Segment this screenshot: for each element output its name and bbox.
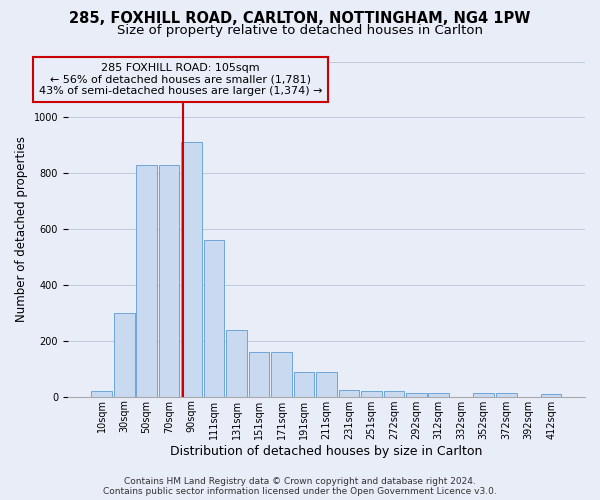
Bar bbox=[428, 394, 449, 396]
Bar bbox=[91, 391, 112, 396]
Bar bbox=[226, 330, 247, 396]
Text: 285 FOXHILL ROAD: 105sqm
← 56% of detached houses are smaller (1,781)
43% of sem: 285 FOXHILL ROAD: 105sqm ← 56% of detach… bbox=[38, 63, 322, 96]
Text: Size of property relative to detached houses in Carlton: Size of property relative to detached ho… bbox=[117, 24, 483, 37]
Bar bbox=[338, 390, 359, 396]
Text: 285, FOXHILL ROAD, CARLTON, NOTTINGHAM, NG4 1PW: 285, FOXHILL ROAD, CARLTON, NOTTINGHAM, … bbox=[70, 11, 530, 26]
X-axis label: Distribution of detached houses by size in Carlton: Distribution of detached houses by size … bbox=[170, 444, 482, 458]
Y-axis label: Number of detached properties: Number of detached properties bbox=[15, 136, 28, 322]
Bar bbox=[496, 394, 517, 396]
Bar bbox=[204, 240, 224, 396]
Bar bbox=[316, 372, 337, 396]
Bar bbox=[383, 391, 404, 396]
Bar bbox=[159, 165, 179, 396]
Bar bbox=[271, 352, 292, 397]
Bar bbox=[114, 313, 134, 396]
Bar bbox=[136, 165, 157, 396]
Bar bbox=[541, 394, 562, 396]
Bar bbox=[181, 142, 202, 396]
Bar bbox=[293, 372, 314, 396]
Bar bbox=[361, 391, 382, 396]
Bar bbox=[249, 352, 269, 397]
Bar bbox=[406, 394, 427, 396]
Text: Contains HM Land Registry data © Crown copyright and database right 2024.
Contai: Contains HM Land Registry data © Crown c… bbox=[103, 476, 497, 496]
Bar bbox=[473, 394, 494, 396]
